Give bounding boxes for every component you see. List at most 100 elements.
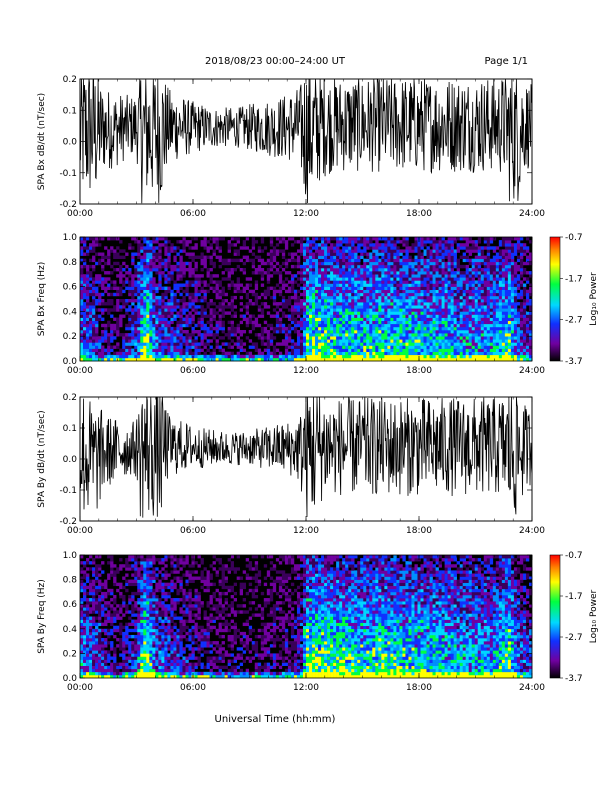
spectrogram-cell [161,323,165,328]
spectrogram-cell [450,317,454,321]
spectrogram-cell [327,271,331,275]
spectrogram-cell [408,249,412,253]
spectrogram-cell [327,299,331,303]
spectrogram-cell [263,348,268,352]
spectrogram-cell [402,261,406,266]
spectrogram-cell [302,237,307,241]
spectrogram-cell [348,299,352,303]
spectrogram-cell [399,326,403,331]
spectrogram-cell [354,302,358,306]
spectrogram-cell [296,271,301,275]
spectrogram-cell [215,320,219,325]
spectrogram-cell [224,333,228,337]
spectrogram-cell [357,336,361,340]
spectrogram-cell [287,302,292,306]
spectrogram-cell [345,305,349,309]
spectrogram-cell [179,326,183,331]
spectrogram-cell [432,246,436,250]
spectrogram-cell [477,357,482,362]
spectrogram-cell [471,277,476,281]
spectrogram-cell [173,317,177,321]
spectrogram-cell [459,243,463,247]
spectrogram-cell [477,237,482,241]
spectrogram-cell [471,348,476,352]
spectrogram-cell [318,274,322,278]
spectrogram-cell [387,323,391,328]
spectrogram-cell [357,237,361,241]
spectrogram-cell [486,286,491,290]
spectrogram-cell [92,286,96,290]
spectrogram-cell [315,286,319,290]
spectrogram-cell [351,333,355,337]
spectrogram-cell [284,258,289,263]
spectrogram-cell [495,246,500,250]
spectrogram-cell [185,286,189,290]
spectrogram-cell [101,292,105,297]
spectrogram-cell [309,357,313,362]
spectrogram-cell [450,258,454,263]
spectrogram-cell [110,345,114,349]
spectrogram-cell [411,292,415,297]
spectrogram-cell [203,308,207,312]
spectrogram-cell [95,314,99,318]
spectrogram-cell [396,305,400,309]
spectrogram-cell [342,330,346,334]
spectrogram-cell [483,357,488,362]
spectrogram-cell [396,268,400,272]
spectrogram-cell [372,351,376,356]
spectrogram-cell [324,237,328,241]
spectrogram-cell [399,351,403,356]
spectrogram-cell [339,302,343,306]
spectrogram-cell [167,354,171,359]
spectrogram-cell [456,330,460,334]
spectrogram-cell [167,339,171,343]
spectrogram-cell [429,240,433,244]
spectrogram-cell [459,351,463,356]
spectrogram-cell [441,258,445,263]
spectrogram-cell [357,271,361,275]
spectrogram-cell [399,258,403,263]
spectrogram-cell [504,323,509,328]
spectrogram-cell [86,268,90,272]
spectrogram-cell [390,264,394,269]
spectrogram-cell [242,330,247,334]
spectrogram-cell [447,286,451,290]
spectrogram-cell [327,351,331,356]
spectrogram-cell [393,354,397,359]
spectrogram-cell [122,283,126,287]
spectrogram-cell [408,308,412,312]
spectrogram-cell [420,330,424,334]
spectrogram-cell [492,280,497,284]
spectrogram-cell [134,348,138,352]
spectrogram-cell [233,305,237,309]
spectrogram-cell [489,323,494,328]
spectrogram-cell [260,326,265,331]
spectrogram-cell [498,277,503,281]
spectrogram-cell [191,268,195,272]
spectrogram-cell [290,345,295,349]
spectrogram-cell [116,326,120,331]
spectrogram-cell [278,249,283,253]
spectrogram-cell [525,302,530,306]
spectrogram-cell [381,311,385,315]
spectrogram-cell [423,280,427,284]
spectrogram-cell [185,323,189,328]
spectrogram-cell [363,280,367,284]
spectrogram-cell [384,243,388,247]
spectrogram-cell [128,305,132,309]
spectrogram-cell [179,283,183,287]
spectrogram-cell [185,348,189,352]
spectrogram-cell [441,252,445,256]
spectrogram-cell [306,302,310,306]
spectrogram-cell [372,274,376,278]
spectrogram-cell [92,240,96,244]
spectrogram-cell [290,280,295,284]
spectrogram-cell [218,357,222,362]
spectrogram-cell [116,274,120,278]
spectrogram-cell [284,339,289,343]
spectrogram-cell [477,255,482,259]
spectrogram-cell [209,326,213,331]
spectrogram-cell [348,286,352,290]
spectrogram-cell [318,305,322,309]
spectrogram-cell [315,277,319,281]
